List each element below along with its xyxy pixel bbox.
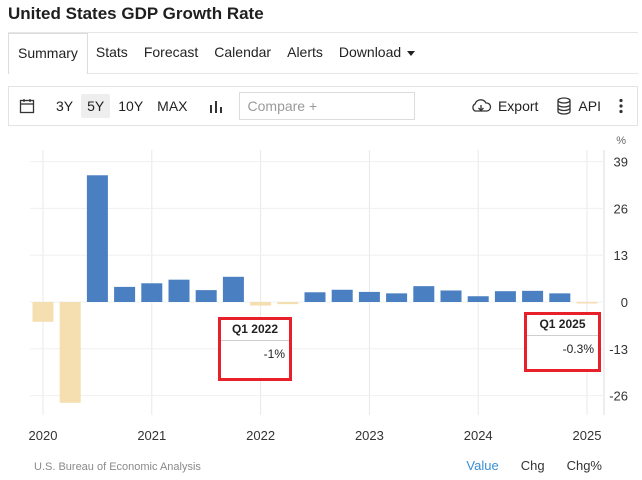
tab-forecast[interactable]: Forecast (143, 44, 199, 60)
api-button[interactable]: API (556, 97, 601, 115)
page-title: United States GDP Growth Rate (8, 4, 264, 23)
export-button[interactable]: Export (470, 98, 538, 114)
compare-input[interactable] (238, 92, 415, 120)
y-tick-label: 13 (614, 248, 628, 263)
y-tick-label: -13 (609, 342, 628, 357)
annotation-value: -0.3% (562, 342, 594, 356)
annotation-label: Q1 2022 (221, 320, 289, 341)
x-tick-label: 2023 (355, 428, 384, 443)
chart-grid (30, 150, 605, 415)
chart-toolbar: 3Y 5Y 10Y MAX Export API (8, 86, 638, 126)
tab-alerts[interactable]: Alerts (287, 44, 323, 60)
api-label: API (578, 98, 601, 114)
tab-download-label: Download (338, 44, 402, 60)
bar-q1-2022 (250, 302, 272, 306)
bar-q4-2024 (549, 293, 571, 302)
calendar-icon[interactable] (19, 98, 35, 114)
tab-bar: Summary Stats Forecast Calendar Alerts D… (8, 32, 638, 74)
bar-q2-2020 (59, 302, 81, 403)
bar-q2-2021 (168, 279, 190, 302)
range-10y-button[interactable]: 10Y (118, 98, 144, 114)
bar-q4-2023 (440, 290, 462, 302)
bar-chart-icon[interactable] (209, 99, 223, 113)
bar-q2-2023 (386, 293, 408, 302)
bar-q1-2023 (358, 291, 380, 302)
y-tick-label: 39 (614, 155, 628, 170)
gdp-growth-chart: % 39 26 13 0 -13 -26 2020 2021 2022 2023 2024 2025 (29, 135, 628, 443)
bar-q4-2020 (114, 286, 136, 302)
bar-q1-2025 (576, 302, 598, 304)
bar-q1-2020 (32, 302, 54, 322)
database-icon (556, 97, 572, 115)
tab-download[interactable]: Download (331, 33, 423, 73)
annotation-value: -1% (263, 347, 285, 361)
range-3y-button[interactable]: 3Y (56, 98, 74, 114)
x-tick-label: 2020 (29, 428, 58, 443)
chart-bars (32, 175, 598, 403)
y-axis: % 39 26 13 0 -13 -26 (609, 135, 628, 404)
bar-q3-2022 (304, 292, 326, 302)
view-mode-switch: Value Chg Chg% (444, 458, 602, 473)
x-tick-label: 2022 (246, 428, 275, 443)
bar-q3-2021 (195, 290, 217, 302)
x-tick-label: 2021 (137, 428, 166, 443)
range-5y-button[interactable]: 5Y (81, 94, 111, 118)
y-tick-label: 26 (614, 201, 628, 216)
x-tick-label: 2025 (573, 428, 602, 443)
tab-stats[interactable]: Stats (95, 44, 128, 60)
bar-q4-2022 (331, 289, 353, 302)
bar-q2-2024 (494, 291, 516, 302)
y-tick-label: -26 (609, 389, 628, 404)
annotation-label: Q1 2025 (527, 315, 598, 336)
bar-q1-2024 (467, 296, 489, 302)
export-label: Export (497, 98, 539, 114)
y-axis-unit: % (616, 135, 626, 147)
chevron-down-icon (407, 50, 416, 56)
chg-pct-button[interactable]: Chg% (566, 458, 602, 473)
annotation-q1-2025: Q1 2025 -0.3% (524, 312, 601, 372)
bar-q3-2020 (86, 175, 108, 302)
chg-button[interactable]: Chg (520, 458, 545, 473)
bar-q3-2023 (413, 286, 435, 302)
range-max-button[interactable]: MAX (157, 98, 188, 114)
x-tick-label: 2024 (464, 428, 493, 443)
tab-summary[interactable]: Summary (8, 33, 88, 74)
bar-q3-2024 (522, 290, 544, 302)
cloud-download-icon (470, 98, 492, 114)
bar-q4-2021 (222, 276, 244, 302)
source-label: U.S. Bureau of Economic Analysis (34, 461, 201, 473)
x-axis: 2020 2021 2022 2023 2024 2025 (29, 428, 602, 443)
bar-q2-2022 (277, 302, 299, 305)
annotation-q1-2022: Q1 2022 -1% (218, 317, 292, 381)
y-tick-label: 0 (621, 295, 628, 310)
value-button[interactable]: Value (466, 458, 499, 473)
more-options-icon[interactable] (619, 98, 623, 114)
tab-calendar[interactable]: Calendar (214, 44, 272, 60)
bar-q1-2021 (141, 283, 163, 302)
